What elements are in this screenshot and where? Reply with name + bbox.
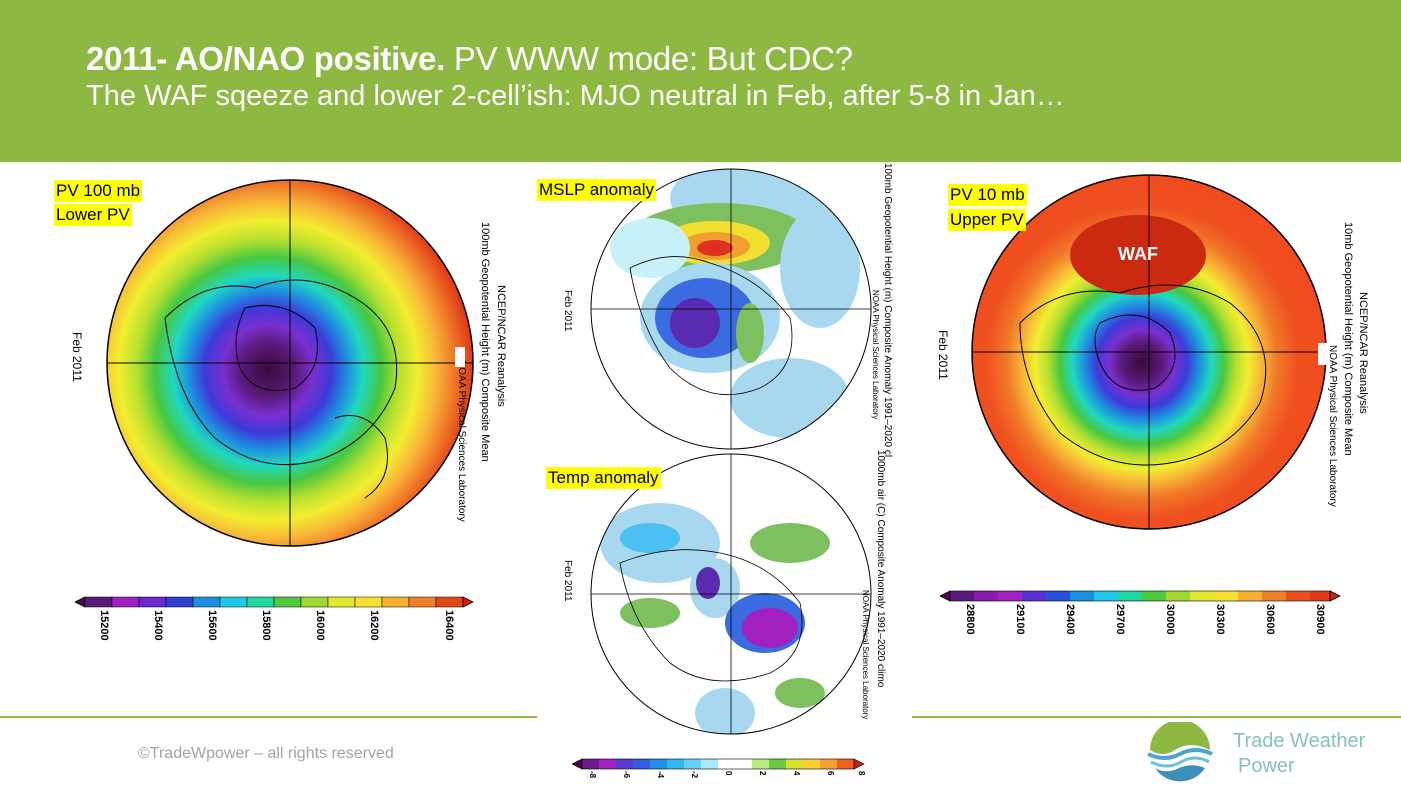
middle-colorbar-tick: -4	[656, 771, 665, 779]
right-colorbar-tick: 30000	[1164, 604, 1176, 635]
middle-bottom-map	[590, 453, 872, 735]
middle-colorbar-tick: 2	[758, 771, 767, 776]
brand-name-line1: Trade Weather	[1233, 730, 1366, 752]
waf-annotation: WAF	[1118, 244, 1158, 264]
slide-header	[0, 0, 1401, 162]
right-colorbar-tick: 29700	[1114, 604, 1126, 635]
middle-bottom-caption2: NOAA Physical Sciences Laboratory	[861, 590, 870, 720]
middle-bottom-date: Feb 2011	[562, 560, 573, 602]
middle-bottom-label: Temp anomaly	[546, 467, 661, 489]
middle-colorbar	[572, 758, 865, 770]
left-map-label-pv100: PV 100 mb	[54, 180, 143, 202]
right-colorbar	[940, 590, 1341, 602]
right-colorbar-tick: 29400	[1064, 604, 1076, 635]
left-colorbar-tick: 15400	[152, 610, 164, 641]
middle-top-map	[590, 168, 872, 450]
left-colorbar-tick: 15600	[206, 610, 218, 641]
middle-colorbar-tick: 0	[724, 771, 733, 776]
left-colorbar-tick: 16200	[368, 610, 380, 641]
middle-colorbar-tick: -2	[690, 771, 699, 779]
trade-weather-power-logo	[1147, 722, 1213, 782]
middle-top-caption2: NOAA Physical Sciences Laboratory	[871, 290, 880, 420]
right-map-label-upper: Upper PV	[948, 209, 1026, 231]
right-map-label-pv10: PV 10 mb	[948, 184, 1027, 206]
right-map-caption3: NOAA Physical Sciences Laboratory	[1327, 345, 1338, 507]
left-map-date: Feb 2011	[70, 332, 84, 382]
right-map-caption1: NCEP/NCAR Reanalysis	[1357, 292, 1369, 414]
right-colorbar-tick: 29100	[1014, 604, 1026, 635]
middle-top-date: Feb 2011	[562, 290, 573, 332]
left-colorbar-tick: 15200	[98, 610, 110, 641]
left-map-label-lower: Lower PV	[54, 204, 132, 226]
right-colorbar-tick: 30600	[1264, 604, 1276, 635]
left-map	[106, 179, 474, 547]
left-map-white-box	[455, 347, 465, 367]
left-colorbar	[75, 596, 474, 608]
left-map-caption3: NOAA Physical Sciences Laboratory	[456, 360, 467, 522]
left-colorbar-tick: 16000	[314, 610, 326, 641]
right-map-date: Feb 2011	[936, 330, 950, 380]
brand-name-line2: Power	[1238, 755, 1295, 777]
left-colorbar-tick: 15800	[260, 610, 272, 641]
right-colorbar-tick: 30300	[1214, 604, 1226, 635]
footer-divider-right	[912, 716, 1401, 718]
middle-colorbar-tick: 4	[792, 771, 801, 776]
middle-colorbar-tick: 8	[857, 771, 866, 776]
middle-colorbar-tick: -6	[622, 771, 631, 779]
middle-colorbar-tick: -8	[588, 771, 597, 779]
middle-colorbar-tick: 6	[826, 771, 835, 776]
middle-bottom-caption1: 1000mb air (C) Composite Anomaly 1991–20…	[875, 450, 886, 688]
right-map	[971, 174, 1327, 530]
left-colorbar-tick: 16400	[443, 610, 455, 641]
left-map-caption1: NCEP/NCAR Reanalysis	[495, 285, 507, 407]
middle-top-label: MSLP anomaly	[537, 179, 656, 201]
slide-subtitle: The WAF sqeeze and lower 2-cell’ish: MJO…	[86, 80, 1065, 112]
copyright-footer: ©TradeWpower – all rights reserved	[138, 745, 394, 762]
right-map-caption2: 10mb Geopotential Height (m) Composite M…	[1342, 222, 1354, 456]
right-colorbar-tick: 30900	[1314, 604, 1326, 635]
slide-title: 2011- AO/NAO positive. PV WWW mode: But …	[86, 40, 853, 77]
middle-top-caption1: 100mb Geopotential Height (m) Composite …	[882, 163, 893, 458]
footer-divider-left	[0, 716, 537, 718]
right-map-white-box	[1318, 343, 1328, 365]
right-colorbar-tick: 28800	[964, 604, 976, 635]
left-map-caption2: 100mb Geopotential Height (m) Composite …	[479, 222, 491, 462]
